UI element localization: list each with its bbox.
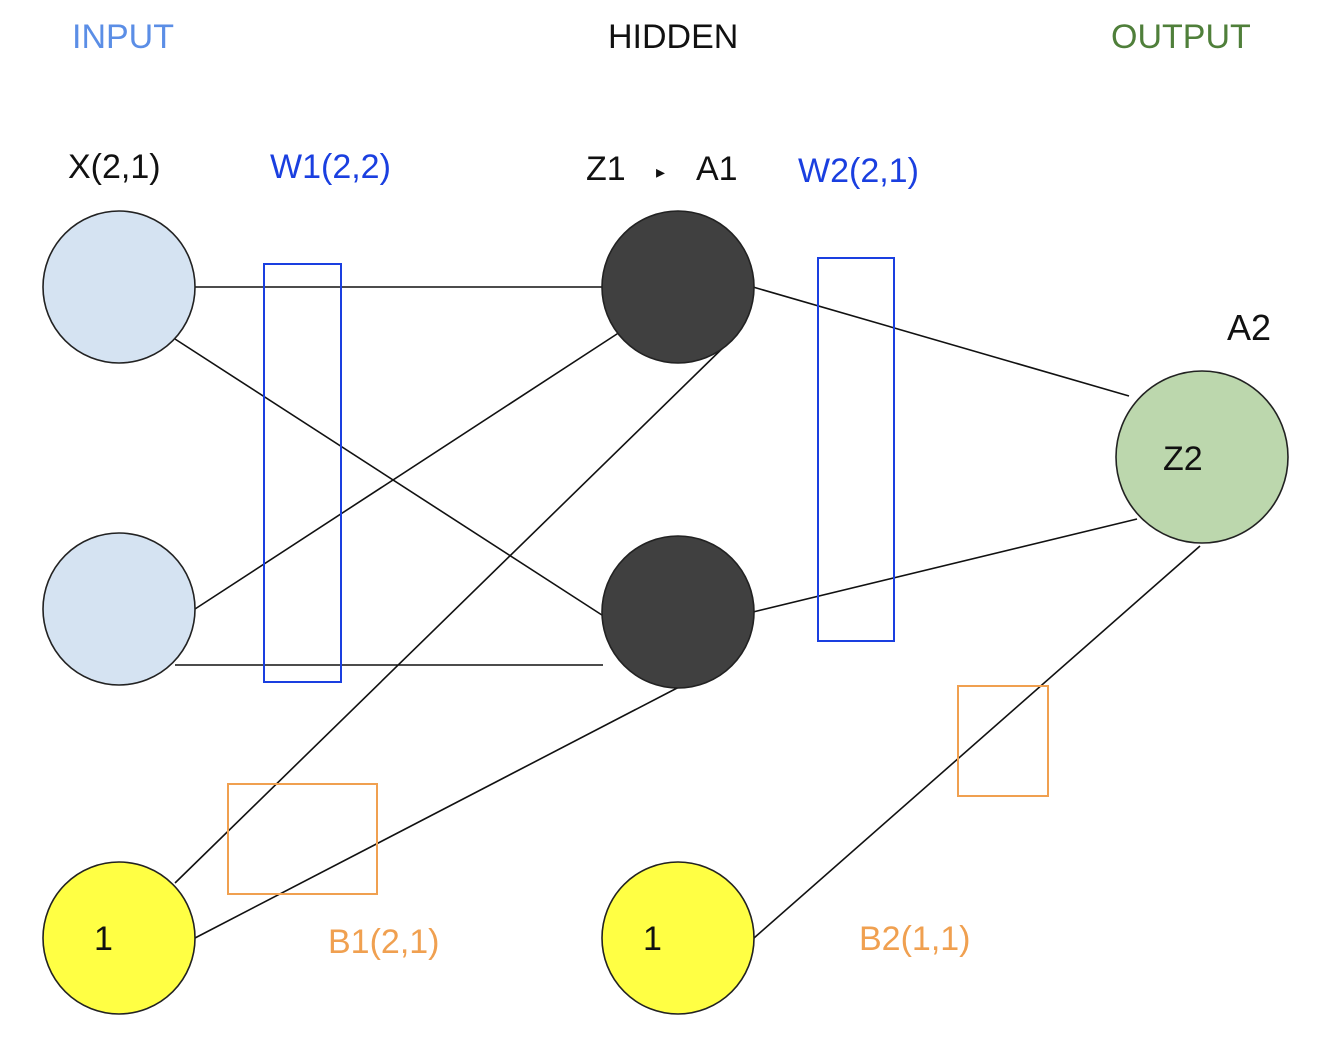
edge-b1-h2	[194, 685, 682, 939]
hidden-bias-label: 1	[643, 920, 662, 958]
hidden-bias-node	[601, 861, 755, 1015]
weight-box-w2	[817, 257, 895, 642]
label-a2: A2	[1227, 307, 1271, 348]
label-x: X(2,1)	[68, 148, 161, 186]
bias-box-b1	[227, 783, 378, 895]
input-bias-label: 1	[94, 920, 113, 958]
header-output: OUTPUT	[1111, 18, 1251, 56]
input-node-2	[42, 532, 196, 686]
edge-x1-h2	[174, 338, 606, 618]
label-w2: W2(2,1)	[798, 152, 919, 190]
edge-h2-out	[752, 518, 1138, 613]
edge-x2-h1	[194, 331, 621, 610]
header-input: INPUT	[72, 18, 174, 56]
edge-b1-h1	[174, 337, 734, 884]
hidden-node-1	[601, 210, 755, 364]
arrow-icon: ▸	[656, 162, 665, 182]
input-bias-node	[42, 861, 196, 1015]
label-w1: W1(2,2)	[270, 148, 391, 186]
input-node-1	[42, 210, 196, 364]
output-node	[1115, 370, 1289, 544]
edges	[174, 286, 1201, 939]
label-a1: A1	[696, 150, 738, 188]
label-z1: Z1	[586, 150, 626, 188]
edge-h1-out	[752, 286, 1130, 397]
label-b1: B1(2,1)	[328, 923, 440, 961]
bias-box-b2	[957, 685, 1049, 797]
weight-box-w1	[263, 263, 342, 683]
header-hidden: HIDDEN	[608, 18, 738, 56]
output-node-label: Z2	[1163, 440, 1203, 478]
label-b2: B2(1,1)	[859, 920, 971, 958]
hidden-node-2	[601, 535, 755, 689]
edge-b2-out	[753, 545, 1201, 939]
